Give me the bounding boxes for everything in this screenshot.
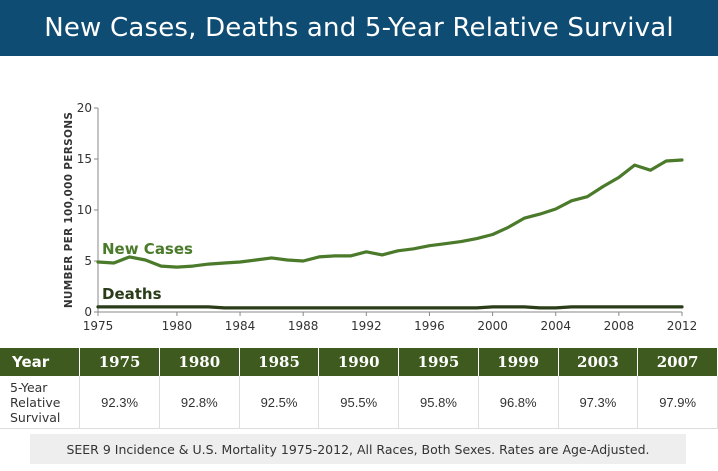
y-tick-label: 20 bbox=[77, 101, 92, 115]
x-tick-label: 2008 bbox=[604, 319, 635, 333]
chart-area: 0 5 10 15 20 1975 1980 1984 1988 1992 1996 2000 2004… bbox=[0, 56, 718, 346]
survival-value-cell: 97.9% bbox=[637, 376, 718, 429]
y-tick-label: 15 bbox=[77, 152, 92, 166]
year-column-header: 1999 bbox=[478, 348, 559, 376]
survival-table-header: Year 1975 1980 1985 1990 1995 1999 2003 2007 bbox=[0, 348, 718, 376]
x-tick-label: 1996 bbox=[414, 319, 445, 333]
survival-row-label: 5-Year Relative Survival bbox=[0, 376, 81, 429]
survival-table: Year 1975 1980 1985 1990 1995 1999 2003 2007 5-… bbox=[0, 348, 718, 429]
y-tick-label: 10 bbox=[77, 203, 92, 217]
x-tick-label: 2012 bbox=[667, 319, 698, 333]
survival-row-label-line: 5-Year bbox=[10, 379, 48, 395]
series-line-deaths bbox=[96, 305, 684, 310]
year-column-header: 1975 bbox=[79, 348, 160, 376]
year-column-header: 1990 bbox=[318, 348, 400, 376]
year-column-header: 2003 bbox=[558, 348, 639, 376]
chart-labels: New Cases Deaths bbox=[102, 240, 193, 303]
source-note: SEER 9 Incidence & U.S. Mortality 1975-2… bbox=[30, 434, 686, 464]
year-column-header: 1995 bbox=[398, 348, 479, 376]
x-tick-label: 1992 bbox=[351, 319, 382, 333]
year-column-header: 2007 bbox=[637, 348, 718, 376]
survival-table-row: 5-Year Relative Survival 92.3% 92.8% 92.5% 95… bbox=[0, 376, 718, 429]
survival-row-label-line: Survival bbox=[10, 409, 61, 425]
title-banner: New Cases, Deaths and 5-Year Relative Su… bbox=[0, 0, 718, 56]
series-line-new-cases bbox=[96, 158, 684, 269]
x-tick-label: 2000 bbox=[477, 319, 508, 333]
series-label: Deaths bbox=[102, 285, 162, 303]
year-column-header: 1980 bbox=[159, 348, 240, 376]
series-label: New Cases bbox=[102, 240, 193, 258]
survival-value-cell: 95.5% bbox=[318, 376, 400, 429]
y-tick-label: 5 bbox=[84, 254, 92, 268]
x-tick-label: 1980 bbox=[162, 319, 193, 333]
chart-axes: 0 5 10 15 20 1975 1980 1984 1988 1992 1996 2000 2004… bbox=[63, 101, 697, 333]
x-tick-label: 1988 bbox=[288, 319, 319, 333]
page-title: New Cases, Deaths and 5-Year Relative Su… bbox=[44, 13, 674, 43]
x-tick-label: 1984 bbox=[225, 319, 256, 333]
survival-value-cell: 92.5% bbox=[239, 376, 320, 429]
x-tick-label: 2004 bbox=[540, 319, 571, 333]
chart-series bbox=[96, 158, 684, 310]
x-tick-label: 1975 bbox=[83, 319, 114, 333]
y-tick-label: 0 bbox=[84, 305, 92, 319]
survival-row-label-line: Relative bbox=[10, 394, 61, 410]
survival-value-cell: 92.8% bbox=[159, 376, 240, 429]
survival-value-cell: 92.3% bbox=[79, 376, 160, 429]
line-chart: 0 5 10 15 20 1975 1980 1984 1988 1992 1996 2000 2004… bbox=[63, 101, 697, 333]
y-axis-label: NUMBER PER 100,000 PERSONS bbox=[63, 112, 75, 308]
survival-value-cell: 97.3% bbox=[558, 376, 639, 429]
survival-value-cell: 95.8% bbox=[398, 376, 479, 429]
year-header: Year bbox=[0, 348, 81, 376]
year-column-header: 1985 bbox=[239, 348, 320, 376]
survival-value-cell: 96.8% bbox=[478, 376, 559, 429]
